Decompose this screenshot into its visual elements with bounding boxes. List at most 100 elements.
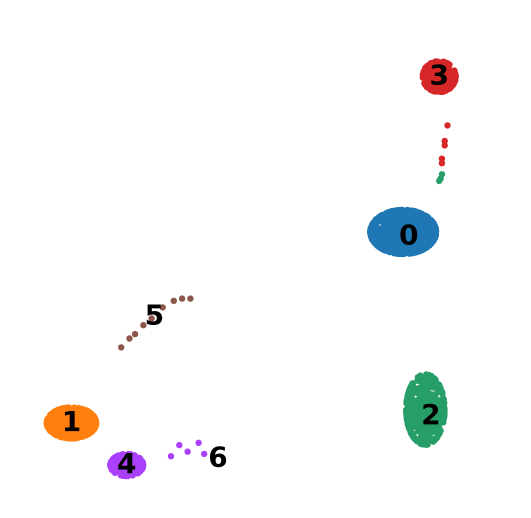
- point-cluster-2: [407, 429, 414, 436]
- point-cluster-1: [72, 434, 80, 442]
- points-layer: [43, 58, 459, 480]
- point-cluster-2: [428, 410, 435, 417]
- point-cluster-1: [79, 407, 87, 414]
- point-cluster-2: [415, 390, 422, 397]
- point-cluster-2: [422, 393, 429, 401]
- point-cluster-1: [70, 411, 78, 419]
- point-cluster-0: [400, 248, 407, 255]
- point-cluster-5: [140, 322, 147, 329]
- point-cluster-2: [435, 387, 442, 394]
- cluster-label-6: 6: [208, 440, 227, 473]
- point-cluster-0: [406, 214, 413, 222]
- point-cluster-4: [119, 451, 127, 458]
- point-outlier: [438, 160, 446, 167]
- point-cluster-2: [424, 438, 432, 445]
- point-cluster-2: [405, 387, 413, 395]
- point-cluster-1: [45, 425, 52, 432]
- cluster-labels: 0 1 2 3 4 5 6: [62, 59, 449, 480]
- point-cluster-0: [416, 209, 424, 217]
- point-cluster-0: [397, 215, 404, 222]
- point-cluster-1: [79, 433, 86, 440]
- point-cluster-3: [445, 64, 452, 71]
- point-cluster-2: [431, 428, 439, 435]
- point-cluster-2: [416, 410, 424, 417]
- point-cluster-3: [437, 68, 445, 76]
- point-cluster-4: [139, 464, 146, 471]
- point-cluster-2: [440, 395, 447, 403]
- point-cluster-0: [373, 223, 380, 231]
- point-cluster-0: [417, 223, 424, 230]
- point-cluster-3: [448, 81, 455, 89]
- point-cluster-0: [376, 240, 384, 247]
- point-cluster-0: [378, 212, 385, 219]
- point-cluster-0: [390, 246, 397, 253]
- point-cluster-5: [118, 344, 125, 351]
- point-cluster-1: [58, 433, 65, 441]
- point-cluster-2: [431, 375, 438, 382]
- point-cluster-0: [396, 207, 403, 214]
- point-cluster-4: [111, 468, 118, 476]
- point-cluster-0: [373, 216, 380, 223]
- point-cluster-2: [407, 396, 414, 403]
- point-cluster-5: [126, 335, 133, 342]
- point-cluster-5: [148, 315, 155, 322]
- point-cluster-4: [127, 461, 134, 468]
- point-cluster-2: [410, 433, 417, 441]
- point-cluster-1: [51, 413, 58, 420]
- cluster-label-5: 5: [145, 298, 164, 331]
- point-cluster-0: [380, 218, 388, 225]
- point-cluster-2: [422, 419, 430, 427]
- point-cluster-2: [417, 427, 425, 434]
- point-cluster-3: [429, 71, 436, 79]
- point-outlier: [441, 137, 448, 145]
- point-cluster-1: [87, 415, 94, 422]
- point-cluster-1: [53, 430, 60, 437]
- point-cluster-1: [68, 429, 76, 436]
- point-cluster-6: [201, 450, 208, 458]
- point-cluster-3: [433, 80, 441, 88]
- point-cluster-1: [69, 406, 76, 413]
- point-cluster-3: [422, 70, 429, 78]
- point-cluster-1: [63, 404, 71, 411]
- point-cluster-0: [385, 226, 392, 234]
- point-cluster-1: [53, 407, 61, 414]
- point-cluster-3: [426, 79, 433, 87]
- point-cluster-0: [367, 227, 374, 234]
- point-cluster-2: [433, 381, 440, 388]
- point-cluster-1: [77, 412, 84, 419]
- point-cluster-0: [410, 224, 417, 232]
- point-cluster-2: [437, 427, 444, 435]
- point-cluster-2: [417, 400, 424, 408]
- cluster-label-3: 3: [429, 59, 448, 92]
- point-cluster-0: [397, 235, 405, 242]
- point-cluster-0: [411, 237, 418, 245]
- point-cluster-4: [111, 455, 118, 462]
- point-cluster-1: [54, 420, 61, 428]
- point-cluster-4: [109, 462, 117, 470]
- point-outlier: [437, 175, 444, 182]
- point-outlier: [441, 142, 448, 149]
- point-cluster-6: [167, 453, 175, 460]
- point-cluster-0: [391, 231, 398, 238]
- cluster-label-0: 0: [399, 218, 418, 251]
- point-cluster-6: [184, 448, 191, 455]
- point-cluster-5: [170, 297, 177, 304]
- point-cluster-3: [440, 88, 447, 95]
- point-cluster-4: [129, 469, 137, 476]
- cluster-label-1: 1: [62, 405, 81, 438]
- point-cluster-0: [423, 213, 430, 220]
- point-cluster-2: [419, 386, 426, 393]
- point-cluster-5: [178, 295, 186, 302]
- point-cluster-0: [388, 218, 395, 226]
- point-cluster-5: [187, 295, 194, 302]
- point-cluster-0: [384, 209, 391, 217]
- point-cluster-0: [430, 237, 437, 244]
- point-cluster-2: [423, 424, 431, 431]
- point-cluster-1: [64, 425, 71, 432]
- point-cluster-3: [434, 58, 441, 65]
- point-outlier: [444, 122, 451, 129]
- point-cluster-0: [392, 238, 399, 245]
- point-cluster-0: [378, 235, 385, 242]
- point-cluster-3: [444, 76, 451, 83]
